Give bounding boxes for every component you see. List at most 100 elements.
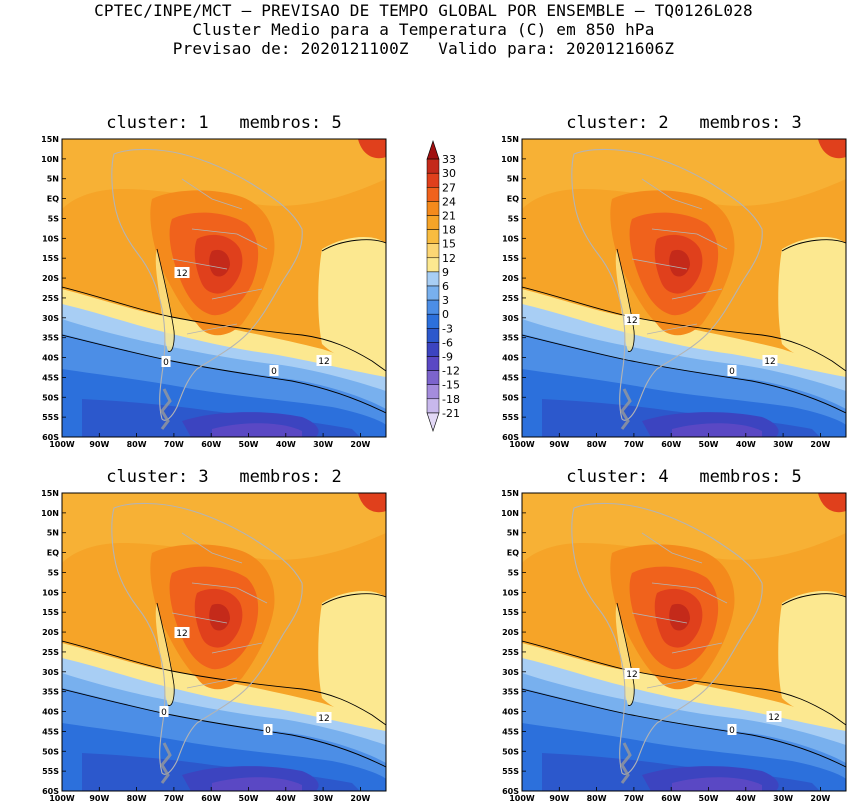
lon-tick-label: 90W	[89, 440, 109, 449]
lat-tick-label: 35S	[502, 334, 519, 343]
lon-tick-label: 90W	[549, 794, 569, 803]
lat-tick-label: 30S	[42, 668, 59, 677]
lon-tick-label: 100W	[49, 794, 75, 803]
colorbar-swatch	[426, 271, 440, 287]
lat-tick-label: 5S	[48, 214, 60, 223]
contour-label: 12	[174, 267, 190, 279]
map-frame	[521, 138, 847, 438]
lat-tick-label: 15S	[42, 254, 59, 263]
lon-tick-label: 90W	[89, 794, 109, 803]
panel-3-title: cluster: 3 membros: 2	[106, 467, 342, 487]
contour-label: 0	[263, 724, 273, 736]
colorbar-label: 24	[442, 195, 456, 208]
colorbar-swatch	[426, 229, 440, 244]
lat-tick-label: 10S	[502, 234, 519, 243]
svg-text:12: 12	[318, 357, 329, 367]
panel-2-title: cluster: 2 membros: 3	[566, 113, 802, 133]
svg-text:0: 0	[163, 358, 169, 368]
colorbar-swatch	[426, 215, 440, 230]
lat-tick-label: 55S	[42, 767, 59, 776]
lat-tick-label: 50S	[502, 393, 519, 402]
contour-label: 0	[269, 365, 279, 377]
colorbar-swatch	[426, 158, 440, 174]
colorbar-label: 18	[442, 224, 456, 237]
contour-label: 12	[174, 627, 190, 639]
map-frame	[61, 492, 387, 792]
lat-tick-label: 10S	[502, 588, 519, 597]
lon-tick-label: 40W	[276, 794, 296, 803]
lon-tick-label: 70W	[164, 440, 184, 449]
lon-tick-label: 30W	[313, 440, 333, 449]
lat-tick-label: 60S	[502, 433, 519, 442]
colorbar-label: 27	[442, 181, 456, 194]
contour-label: 12	[762, 355, 778, 367]
colorbar-label: 21	[442, 210, 456, 223]
lon-tick-label: 50W	[699, 794, 719, 803]
colorbar-top-triangle	[426, 140, 440, 160]
temperature-field-4	[522, 493, 846, 791]
lat-tick-label: 15S	[502, 254, 519, 263]
lat-tick-label: EQ	[507, 195, 519, 204]
lat-tick-label: 45S	[42, 727, 59, 736]
map-frame	[61, 138, 387, 438]
lon-tick-label: 80W	[127, 794, 147, 803]
panel-4-title: cluster: 4 membros: 5	[566, 467, 802, 487]
lon-tick-label: 80W	[587, 440, 607, 449]
lat-tick-label: EQ	[47, 195, 59, 204]
map-frame	[521, 492, 847, 792]
lon-tick-label: 30W	[773, 440, 793, 449]
lat-tick-label: 60S	[42, 787, 59, 796]
lat-tick-label: 10N	[41, 509, 59, 518]
contour-label: 12	[766, 711, 782, 723]
lon-tick-label: 30W	[313, 794, 333, 803]
lon-tick-label: 70W	[624, 794, 644, 803]
contour-label: 0	[161, 356, 171, 368]
colorbar-swatch	[426, 384, 440, 400]
colorbar-swatch	[426, 285, 440, 301]
lat-tick-label: 10S	[42, 234, 59, 243]
lat-tick-label: 5S	[508, 568, 520, 577]
colorbar-swatch	[426, 299, 440, 315]
lat-tick-label: 15N	[501, 489, 519, 498]
svg-text:0: 0	[729, 726, 735, 736]
colorbar-label: 30	[442, 167, 456, 180]
lon-tick-label: 40W	[736, 440, 756, 449]
lon-tick-label: 50W	[699, 440, 719, 449]
lon-tick-label: 60W	[661, 794, 681, 803]
colorbar-label: -6	[442, 336, 453, 349]
contour-label: 12	[316, 712, 332, 724]
lat-tick-label: 10S	[42, 588, 59, 597]
lat-tick-label: 40S	[42, 354, 59, 363]
lat-tick-label: 40S	[502, 708, 519, 717]
colorbar-label: 0	[442, 308, 449, 321]
lon-tick-label: 80W	[127, 440, 147, 449]
colorbar-swatch	[426, 201, 440, 216]
temperature-field-3	[62, 493, 386, 791]
svg-text:0: 0	[265, 726, 271, 736]
lon-tick-label: 20W	[350, 794, 370, 803]
lat-tick-label: 25S	[502, 648, 519, 657]
lat-tick-label: 55S	[42, 413, 59, 422]
colorbar-swatch	[426, 398, 440, 414]
lat-tick-label: EQ	[507, 549, 519, 558]
lat-tick-label: 55S	[502, 413, 519, 422]
colorbar-swatch	[426, 243, 440, 259]
lat-tick-label: 45S	[502, 727, 519, 736]
lat-tick-label: 35S	[502, 688, 519, 697]
colorbar-swatch	[426, 328, 440, 343]
lat-tick-label: 25S	[42, 294, 59, 303]
svg-text:12: 12	[768, 713, 779, 723]
lat-tick-label: 50S	[42, 393, 59, 402]
contour-label: 12	[316, 355, 332, 367]
lat-tick-label: 5N	[47, 529, 59, 538]
lon-tick-label: 100W	[509, 440, 535, 449]
colorbar-swatch	[426, 370, 440, 385]
lon-tick-label: 90W	[549, 440, 569, 449]
colorbar-swatch	[426, 172, 440, 188]
lat-tick-label: 40S	[42, 708, 59, 717]
svg-text:12: 12	[318, 714, 329, 724]
colorbar-label: 6	[442, 280, 449, 293]
temperature-field-2	[522, 139, 846, 437]
colorbar-swatch	[426, 257, 440, 273]
